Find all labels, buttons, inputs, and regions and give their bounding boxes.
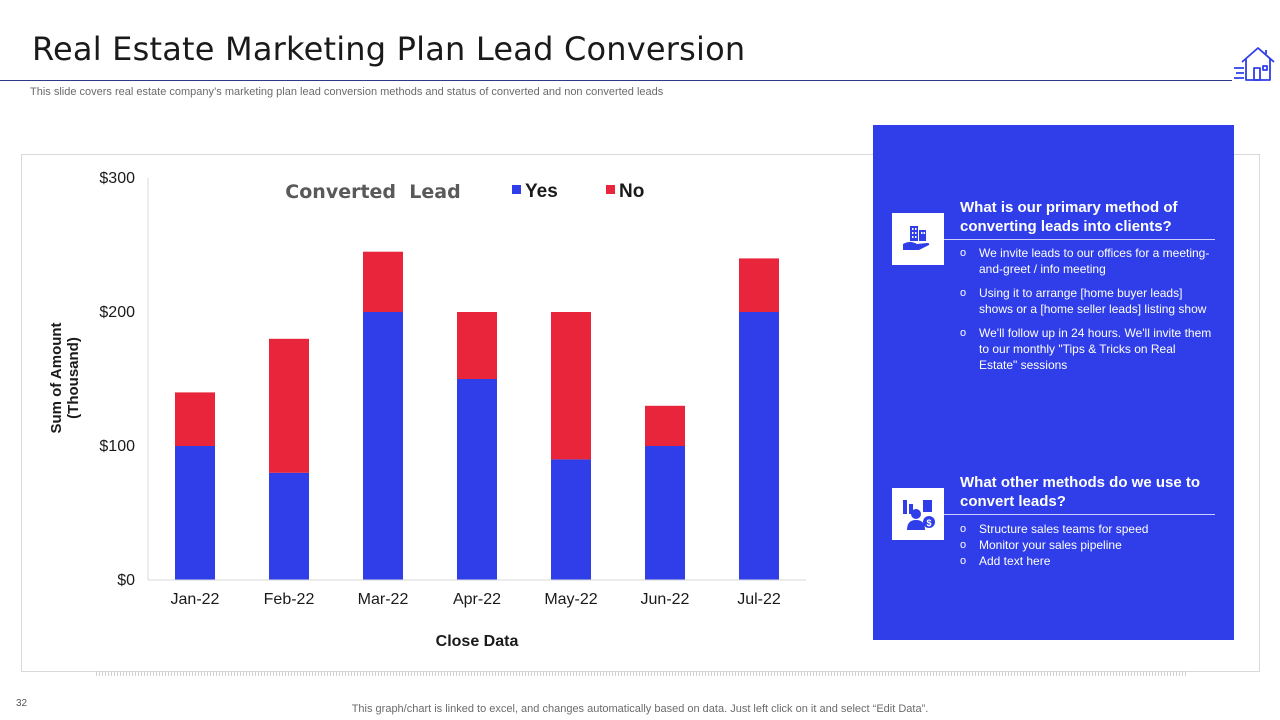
x-tick-label: Jan-22	[171, 591, 220, 608]
bar-no-mar-22	[363, 251, 403, 312]
slide-title: Real Estate Marketing Plan Lead Conversi…	[32, 30, 746, 68]
bar-no-may-22	[551, 312, 591, 460]
question-1-title: What is our primary method of converting…	[960, 199, 1178, 235]
bar-no-jun-22	[645, 405, 685, 446]
bar-no-jan-22	[175, 392, 215, 446]
y-tick-labels: $0 $100 $200 $300	[99, 170, 135, 589]
y-tick-label: $0	[117, 572, 135, 589]
bar-yes-mar-22	[363, 312, 403, 580]
bar-yes-feb-22	[269, 472, 309, 580]
footnote: This graph/chart is linked to excel, and…	[351, 703, 929, 715]
question-2-title: What other methods do we use to convert …	[960, 474, 1201, 510]
dotted-divider	[96, 671, 1188, 676]
house-icon	[1234, 47, 1275, 81]
page-number: 32	[16, 698, 28, 709]
bar-no-jul-22	[739, 258, 779, 312]
legend-swatch-no	[606, 185, 615, 194]
y-axis-label-line2: (Thousand)	[65, 337, 82, 419]
office-building-icon	[892, 213, 944, 265]
slide-subtitle: This slide covers real estate company’s …	[30, 86, 664, 98]
title-divider	[0, 80, 1232, 81]
bar-yes-apr-22	[457, 379, 497, 580]
bar-yes-jul-22	[739, 312, 779, 580]
list-item: o Structure sales teams for speed	[960, 522, 1149, 536]
y-axis-label-line1: Sum of Amount	[48, 322, 65, 433]
chart-title: Converted Lead	[285, 181, 460, 203]
chart-legend: Yes No	[512, 181, 644, 202]
x-axis-label: Close Data	[436, 633, 519, 650]
x-tick-label: Jun-22	[641, 591, 690, 608]
x-tick-label: May-22	[544, 591, 597, 608]
bar-yes-may-22	[551, 459, 591, 580]
y-tick-label: $100	[99, 438, 135, 455]
x-tick-label: Jul-22	[737, 591, 781, 608]
question-1-list: o We invite leads to our offices for a me…	[960, 245, 1215, 381]
y-tick-label: $200	[99, 304, 135, 321]
bar-marks	[175, 251, 779, 580]
x-tick-labels: Jan-22 Feb-22 Mar-22 Apr-22 May-22 Jun-22 Jul-…	[171, 591, 781, 608]
list-item: o Add text here	[960, 554, 1051, 568]
bar-yes-jun-22	[645, 446, 685, 580]
list-item: o Monitor your sales pipeline	[960, 538, 1122, 552]
list-item: o We'll follow up in 24 hours. We'll invi…	[960, 326, 1212, 372]
question-1-divider	[943, 239, 1215, 240]
y-tick-label: $300	[99, 170, 135, 187]
x-tick-label: Mar-22	[358, 591, 409, 608]
bar-no-apr-22	[457, 312, 497, 379]
legend-swatch-yes	[512, 185, 521, 194]
legend-label-no: No	[619, 181, 644, 202]
x-tick-label: Feb-22	[264, 591, 315, 608]
bar-yes-jan-22	[175, 446, 215, 580]
legend-label-yes: Yes	[525, 181, 558, 202]
question-2-list: o Structure sales teams for speed o Monito…	[960, 521, 1215, 569]
bar-no-feb-22	[269, 338, 309, 473]
sales-person-icon: $	[892, 488, 944, 540]
question-2-divider	[943, 514, 1215, 515]
list-item: o We invite leads to our offices for a me…	[960, 246, 1210, 276]
list-item: o Using it to arrange [home buyer leads] …	[960, 286, 1207, 316]
methods-panel: What is our primary method of converting…	[873, 125, 1234, 640]
x-tick-label: Apr-22	[453, 591, 501, 608]
svg-text:$: $	[926, 518, 931, 528]
